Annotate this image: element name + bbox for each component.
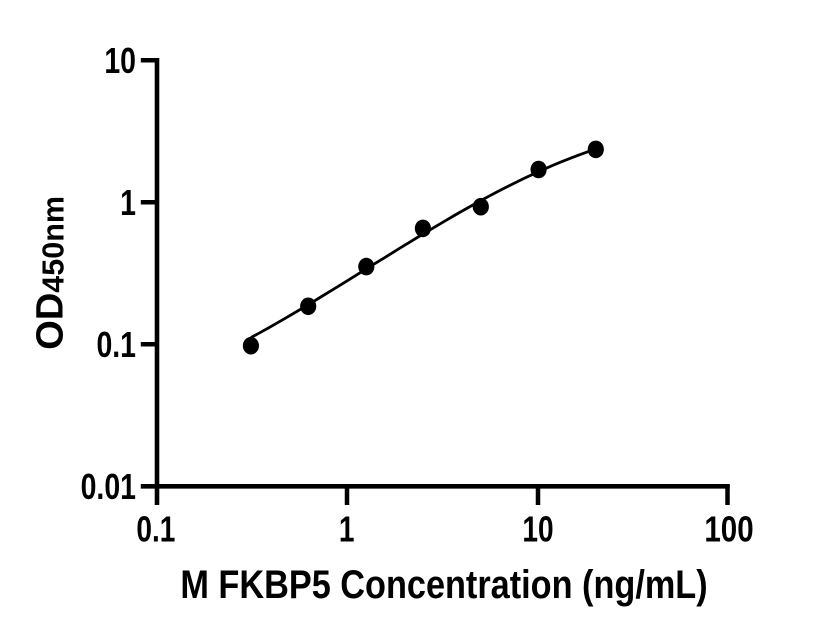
svg-text:0.1: 0.1	[96, 324, 136, 365]
svg-text:M FKBP5 Concentration (ng/mL): M FKBP5 Concentration (ng/mL)	[180, 561, 707, 606]
svg-text:10: 10	[522, 509, 553, 549]
svg-text:0.01: 0.01	[81, 466, 136, 507]
svg-text:1: 1	[120, 182, 136, 223]
svg-text:1: 1	[339, 509, 355, 549]
svg-text:0.1: 0.1	[136, 509, 175, 549]
svg-text:10: 10	[104, 39, 136, 80]
svg-text:OD450nm: OD450nm	[30, 196, 72, 350]
svg-text:100: 100	[704, 508, 753, 548]
